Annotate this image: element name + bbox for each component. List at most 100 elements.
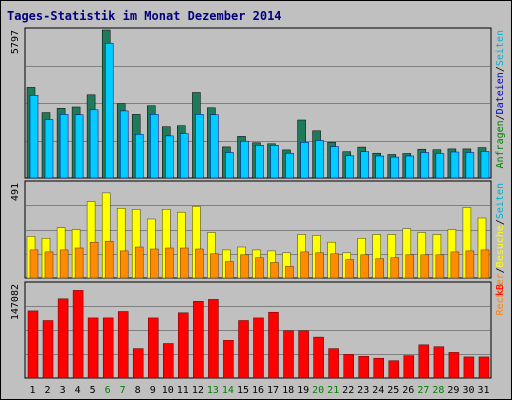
bar-rechner-day-14 [225,261,234,279]
bar-rechner-day-23 [360,254,369,279]
bar-rechner-day-8 [134,246,144,279]
panel-1-max-label: 5797 [10,30,21,54]
panel-2-max-label: 491 [10,183,21,201]
bar-rechner-day-13 [210,253,219,279]
bar-dateien-day-2 [44,119,54,179]
bar-dateien-day-17 [270,145,279,179]
bar-kb-day-11 [178,312,189,379]
bar-rechner-day-29 [450,251,460,279]
bar-rechner-day-25 [390,257,400,279]
day-label-4: 4 [75,385,81,396]
day-label-5: 5 [90,385,96,396]
bar-kb-day-22 [343,354,354,379]
bar-dateien-day-16 [255,145,264,179]
bar-dateien-day-25 [390,156,400,179]
bar-dateien-day-29 [450,151,460,179]
bar-kb-day-9 [148,317,159,379]
bar-kb-day-14 [223,340,234,379]
bar-rechner-day-30 [465,250,475,279]
bar-kb-day-2 [42,320,54,379]
day-label-19: 19 [297,385,309,396]
day-label-10: 10 [162,385,174,396]
bar-rechner-day-21 [330,253,339,279]
bar-dateien-day-11 [180,133,189,179]
bar-kb-day-26 [403,355,415,379]
bar-rechner-day-24 [375,258,384,279]
bar-rechner-day-16 [255,257,264,279]
bar-kb-day-28 [433,346,445,379]
day-label-25: 25 [387,385,399,396]
bar-kb-day-29 [448,352,460,379]
bar-dateien-day-12 [195,114,204,179]
bar-kb-day-31 [478,356,490,379]
legend-segment: / [495,219,506,225]
bar-dateien-day-26 [405,155,415,179]
day-label-22: 22 [342,385,354,396]
bar-kb-day-6 [102,317,114,379]
bar-dateien-day-30 [465,152,475,179]
bar-rechner-day-19 [300,251,309,279]
bar-rechner-day-12 [195,248,204,279]
bar-rechner-day-6 [104,240,114,279]
day-label-20: 20 [312,385,324,396]
bar-dateien-day-24 [375,155,384,179]
bar-dateien-day-3 [59,114,69,179]
bar-dateien-day-7 [119,110,129,179]
bar-rechner-day-26 [405,254,415,279]
legend-segment: Anfragen [495,120,506,168]
bar-kb-day-20 [313,336,324,379]
bar-dateien-day-1 [29,95,39,179]
day-label-17: 17 [267,385,279,396]
bar-kb-day-10 [163,343,174,379]
bar-kb-day-3 [57,298,69,379]
bar-rechner-day-17 [270,262,279,279]
bar-dateien-day-19 [300,142,309,179]
panel-3-max-label: 147082 [10,284,21,320]
day-label-16: 16 [252,385,264,396]
bar-dateien-day-27 [420,152,430,179]
legend-segment: / [495,66,506,72]
bar-kb-day-23 [358,356,369,379]
bar-dateien-day-18 [285,152,294,179]
bar-kb-day-30 [463,356,475,379]
bar-rechner-day-20 [315,252,324,279]
bar-kb-day-12 [193,301,204,379]
bar-dateien-day-23 [360,151,369,179]
bar-rechner-day-22 [345,259,354,279]
day-label-3: 3 [60,385,66,396]
bar-kb-day-4 [72,290,84,379]
panel-3-legend-label: kB [495,284,506,296]
day-label-15: 15 [237,385,249,396]
legend-segment: kB [495,284,506,296]
day-label-9: 9 [150,385,156,396]
day-label-26: 26 [402,385,414,396]
bar-dateien-day-21 [330,146,339,179]
day-label-2: 2 [44,385,50,396]
bar-kb-day-24 [373,357,384,379]
day-label-30: 30 [462,385,474,396]
bar-dateien-day-6 [104,42,114,179]
bar-rechner-day-2 [44,251,54,279]
bar-rechner-day-28 [435,254,445,279]
bar-rechner-day-31 [480,249,490,279]
legend-segment: Seiten [495,30,506,66]
bar-dateien-day-20 [315,140,324,179]
bar-kb-day-8 [132,348,144,379]
bar-rechner-day-1 [29,249,39,279]
bar-dateien-day-22 [345,155,354,179]
legend-segment: Besuche [495,225,506,267]
day-label-6: 6 [105,385,111,396]
bar-kb-day-21 [328,348,339,379]
day-label-27: 27 [417,385,429,396]
bar-rechner-day-15 [240,254,249,279]
bar-dateien-day-15 [240,140,249,179]
bar-rechner-day-18 [285,266,294,279]
bar-kb-day-13 [208,299,219,379]
day-label-12: 12 [192,385,204,396]
bar-dateien-day-31 [480,151,490,179]
bar-dateien-day-8 [134,134,144,179]
day-label-13: 13 [207,385,219,396]
day-label-24: 24 [372,385,384,396]
bar-rechner-day-3 [59,249,69,279]
bar-kb-day-25 [388,360,400,379]
